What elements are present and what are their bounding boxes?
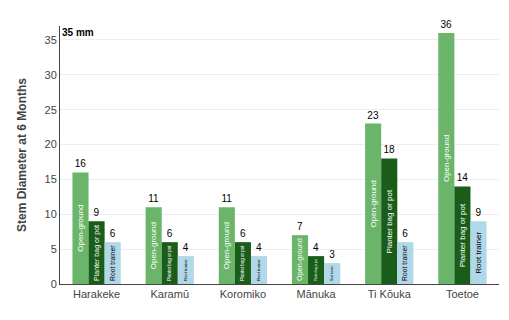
svg-text:18: 18 (383, 144, 395, 155)
svg-text:Open-ground: Open-ground (295, 238, 304, 281)
svg-text:Ti Kōuka: Ti Kōuka (368, 288, 412, 300)
svg-text:23: 23 (367, 110, 379, 121)
svg-text:Planter bag or pot: Planter bag or pot (385, 189, 394, 253)
svg-text:Harakeke: Harakeke (73, 288, 120, 300)
svg-text:4: 4 (183, 242, 189, 253)
svg-text:6: 6 (110, 228, 116, 239)
svg-text:0: 0 (51, 278, 57, 290)
svg-text:25: 25 (45, 104, 57, 116)
svg-text:Root trainer: Root trainer (109, 245, 116, 281)
svg-text:Open-ground: Open-ground (76, 205, 85, 252)
svg-text:14: 14 (457, 172, 469, 183)
svg-text:15: 15 (45, 173, 57, 185)
svg-text:Open-ground: Open-ground (149, 222, 158, 269)
svg-text:4: 4 (256, 242, 262, 253)
svg-text:30: 30 (45, 69, 57, 81)
svg-text:35 mm: 35 mm (62, 27, 94, 38)
svg-text:7: 7 (297, 221, 303, 232)
svg-text:Open-ground: Open-ground (442, 135, 451, 182)
svg-text:Stem Diameter at 6 Months: Stem Diameter at 6 Months (15, 78, 29, 232)
svg-text:36: 36 (441, 19, 453, 30)
svg-text:6: 6 (167, 228, 173, 239)
svg-text:Planter bag or pot: Planter bag or pot (167, 245, 172, 281)
svg-text:3: 3 (329, 249, 335, 260)
svg-text:Planter bag or pot: Planter bag or pot (93, 225, 101, 281)
svg-text:Open-ground: Open-ground (222, 222, 231, 269)
svg-text:16: 16 (75, 158, 87, 169)
svg-text:6: 6 (240, 228, 246, 239)
svg-text:10: 10 (45, 208, 57, 220)
svg-text:Root trainer: Root trainer (401, 245, 408, 281)
svg-text:5: 5 (51, 243, 57, 255)
svg-text:4: 4 (313, 242, 319, 253)
svg-text:Planter bag or pot: Planter bag or pot (314, 259, 318, 281)
svg-text:Planter bag or pot: Planter bag or pot (458, 203, 467, 267)
svg-text:Toetoe: Toetoe (446, 288, 479, 300)
svg-text:Mānuka: Mānuka (297, 288, 337, 300)
svg-text:11: 11 (221, 193, 232, 204)
svg-text:Karamū: Karamū (150, 288, 189, 300)
svg-text:Koromiko: Koromiko (220, 288, 266, 300)
svg-text:Root trainer: Root trainer (183, 259, 188, 281)
svg-text:Root trainer: Root trainer (330, 266, 334, 281)
svg-text:9: 9 (94, 207, 100, 218)
svg-text:11: 11 (148, 193, 159, 204)
svg-text:Root trainer: Root trainer (474, 232, 483, 274)
svg-text:Open-ground: Open-ground (369, 180, 378, 227)
svg-text:9: 9 (476, 207, 482, 218)
svg-text:35: 35 (45, 34, 57, 46)
svg-text:20: 20 (45, 138, 57, 150)
svg-text:Planter bag or pot: Planter bag or pot (240, 245, 245, 281)
svg-text:6: 6 (402, 228, 408, 239)
svg-text:Root trainer: Root trainer (256, 259, 261, 281)
